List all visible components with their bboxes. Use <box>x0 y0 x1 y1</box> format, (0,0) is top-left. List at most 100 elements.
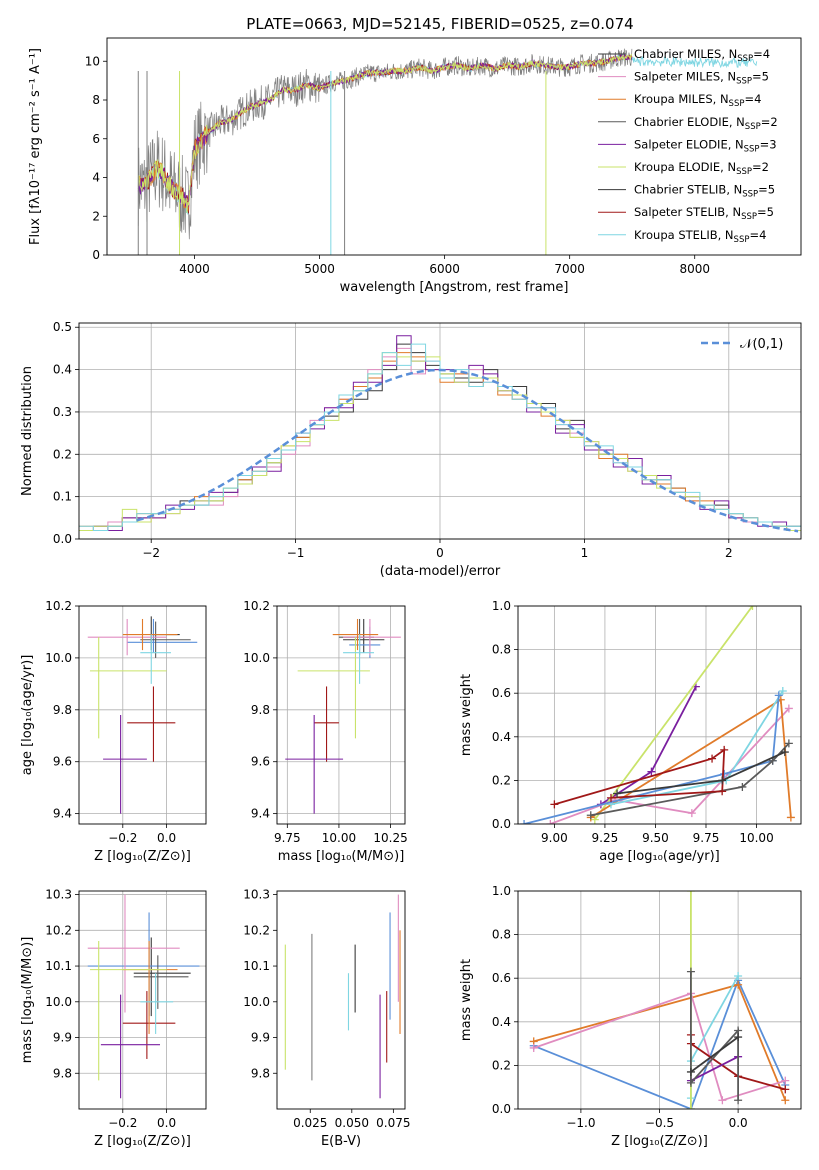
legend-entry: Chabrier ELODIE, NSSP=2 <box>634 115 778 132</box>
panel-massweight-vs-age: 9.00 9.25 9.50 9.75 10.00 0.0 0.2 0.4 0.6 0.8 1.0 a… <box>459 599 802 864</box>
x-tick-label: −0.2 <box>108 831 137 845</box>
data-area <box>87 616 198 814</box>
x-tick-label: 10.25 <box>373 831 407 845</box>
data-area <box>520 606 795 824</box>
y-tick-label: 9.8 <box>53 1066 72 1080</box>
panel-age-vs-mass: 9.75 10.00 10.25 9.4 9.6 9.8 10.0 10.2 mass [log… <box>243 599 407 864</box>
x-tick-label: 9.00 <box>541 831 568 845</box>
y-tick-label: 0.2 <box>492 1058 511 1072</box>
histogram-step <box>79 343 801 532</box>
y-tick-label: 9.8 <box>251 1066 270 1080</box>
axes-frame <box>78 322 802 540</box>
data-area <box>87 894 200 1099</box>
figure-title: PLATE=0663, MJD=52145, FIBERID=0525, z=0… <box>246 15 633 33</box>
y-axis-label: mass weight <box>459 959 474 1041</box>
axes-frame <box>78 605 207 825</box>
weight-line <box>610 690 784 806</box>
y-tick-label: 0.0 <box>53 532 72 546</box>
weight-line <box>549 707 790 824</box>
weight-marker <box>546 820 555 824</box>
weight-marker <box>686 891 695 895</box>
x-tick-label: 10.00 <box>322 831 356 845</box>
x-axis-label: E(B-V) <box>321 1134 361 1149</box>
y-tick-label: 6 <box>92 132 100 146</box>
weight-line <box>523 695 780 824</box>
weight-marker <box>520 820 529 824</box>
y-tick-label: 10 <box>85 54 100 68</box>
legend-entry: Kroupa STELIB, NSSP=4 <box>634 228 766 245</box>
weight-marker <box>687 809 696 818</box>
weight-line <box>533 978 787 1109</box>
y-tick-label: 0.6 <box>492 686 511 700</box>
legend-sub: SSP <box>729 99 745 109</box>
y-tick-label: 9.6 <box>53 755 72 769</box>
legend-rest: =2 <box>761 115 778 129</box>
legend-entry: Kroupa ELODIE, NSSP=2 <box>634 160 769 177</box>
y-tick-label: 9.8 <box>53 703 72 717</box>
x-tick-label: 1 <box>581 546 589 560</box>
legend-rest: =5 <box>752 70 769 84</box>
weight-marker <box>734 1033 743 1042</box>
weight-line <box>690 1055 739 1082</box>
weight-marker <box>647 767 656 776</box>
weight-line <box>533 992 786 1102</box>
legend-rest: =5 <box>758 183 775 197</box>
model-spectrum <box>137 54 633 214</box>
y-tick-label: 0.8 <box>492 928 511 942</box>
legend-entry: 𝒩(0,1) <box>740 337 783 352</box>
x-axis-label: age [log₁₀(age/yr)] <box>599 849 720 864</box>
x-tick-label: 0 <box>436 546 444 560</box>
y-tick-label: 9.4 <box>53 807 72 821</box>
axes-frame <box>276 890 406 1110</box>
weight-line <box>690 1036 739 1073</box>
y-tick-label: 10.1 <box>243 959 270 973</box>
legend-rest: =3 <box>760 137 777 151</box>
weight-marker <box>734 1096 743 1105</box>
y-tick-label: 10.3 <box>243 888 270 902</box>
y-axis-label: age [log₁₀(age/yr)] <box>20 655 35 776</box>
x-tick-label: 0.0 <box>157 831 176 845</box>
weight-marker <box>708 754 717 763</box>
histogram-step <box>79 352 801 532</box>
x-tick-label: −2 <box>142 546 160 560</box>
data-area <box>285 618 401 814</box>
legend-rest: =4 <box>749 228 766 242</box>
model-spectrum <box>137 54 632 213</box>
axes-frame <box>78 890 207 1110</box>
x-tick-label: 4000 <box>179 262 210 276</box>
y-tick-label: 0.4 <box>492 1015 511 1029</box>
x-axis-label: Z [log₁₀(Z/Z⊙)] <box>94 849 191 864</box>
legend-sub: SSP <box>741 212 757 222</box>
x-axis-label: Z [log₁₀(Z/Z⊙)] <box>611 1134 708 1149</box>
y-axis-label: mass weight <box>459 674 474 756</box>
x-axis-label: mass [log₁₀(M/M⊙)] <box>278 849 405 864</box>
legend-rest: =2 <box>752 160 769 174</box>
y-axis-label: mass [log₁₀(M/M⊙)] <box>20 937 35 1064</box>
y-tick-label: 0.6 <box>492 971 511 985</box>
x-tick-label: −0.5 <box>645 1116 674 1130</box>
x-tick-label: 8000 <box>679 262 710 276</box>
legend-sub: SSP <box>736 77 752 87</box>
y-tick-label: 1.0 <box>492 884 511 898</box>
panel-mass-vs-ebv: 0.025 0.050 0.075 9.8 9.9 10.0 10.1 10.2 10.3 E(B… <box>243 888 410 1149</box>
y-tick-label: 9.9 <box>53 1031 72 1045</box>
x-tick-label: 7000 <box>554 262 585 276</box>
y-tick-label: 1.0 <box>492 599 511 613</box>
y-tick-label: 10.0 <box>45 995 72 1009</box>
y-tick-label: 0.0 <box>492 817 511 831</box>
weight-marker <box>686 1105 695 1109</box>
x-tick-label: 9.75 <box>693 831 720 845</box>
x-tick-label: 2 <box>725 546 733 560</box>
x-axis-label: wavelength [Angstrom, rest frame] <box>340 280 569 295</box>
model-spectrum <box>137 54 633 212</box>
y-tick-label: 8 <box>92 93 100 107</box>
panel-massweight-vs-Z: −1.0 −0.5 0.0 0.0 0.2 0.4 0.6 0.8 1.0 Z [log₁₀(Z/… <box>459 884 802 1149</box>
legend-entry: Salpeter STELIB, NSSP=5 <box>634 205 774 222</box>
weight-marker <box>784 704 793 713</box>
x-tick-label: 5000 <box>304 262 335 276</box>
legend-sub: SSP <box>737 54 753 64</box>
legend-sub: SSP <box>745 122 761 132</box>
weight-marker <box>586 811 595 820</box>
weight-line <box>594 606 754 821</box>
y-tick-label: 10.2 <box>45 923 72 937</box>
